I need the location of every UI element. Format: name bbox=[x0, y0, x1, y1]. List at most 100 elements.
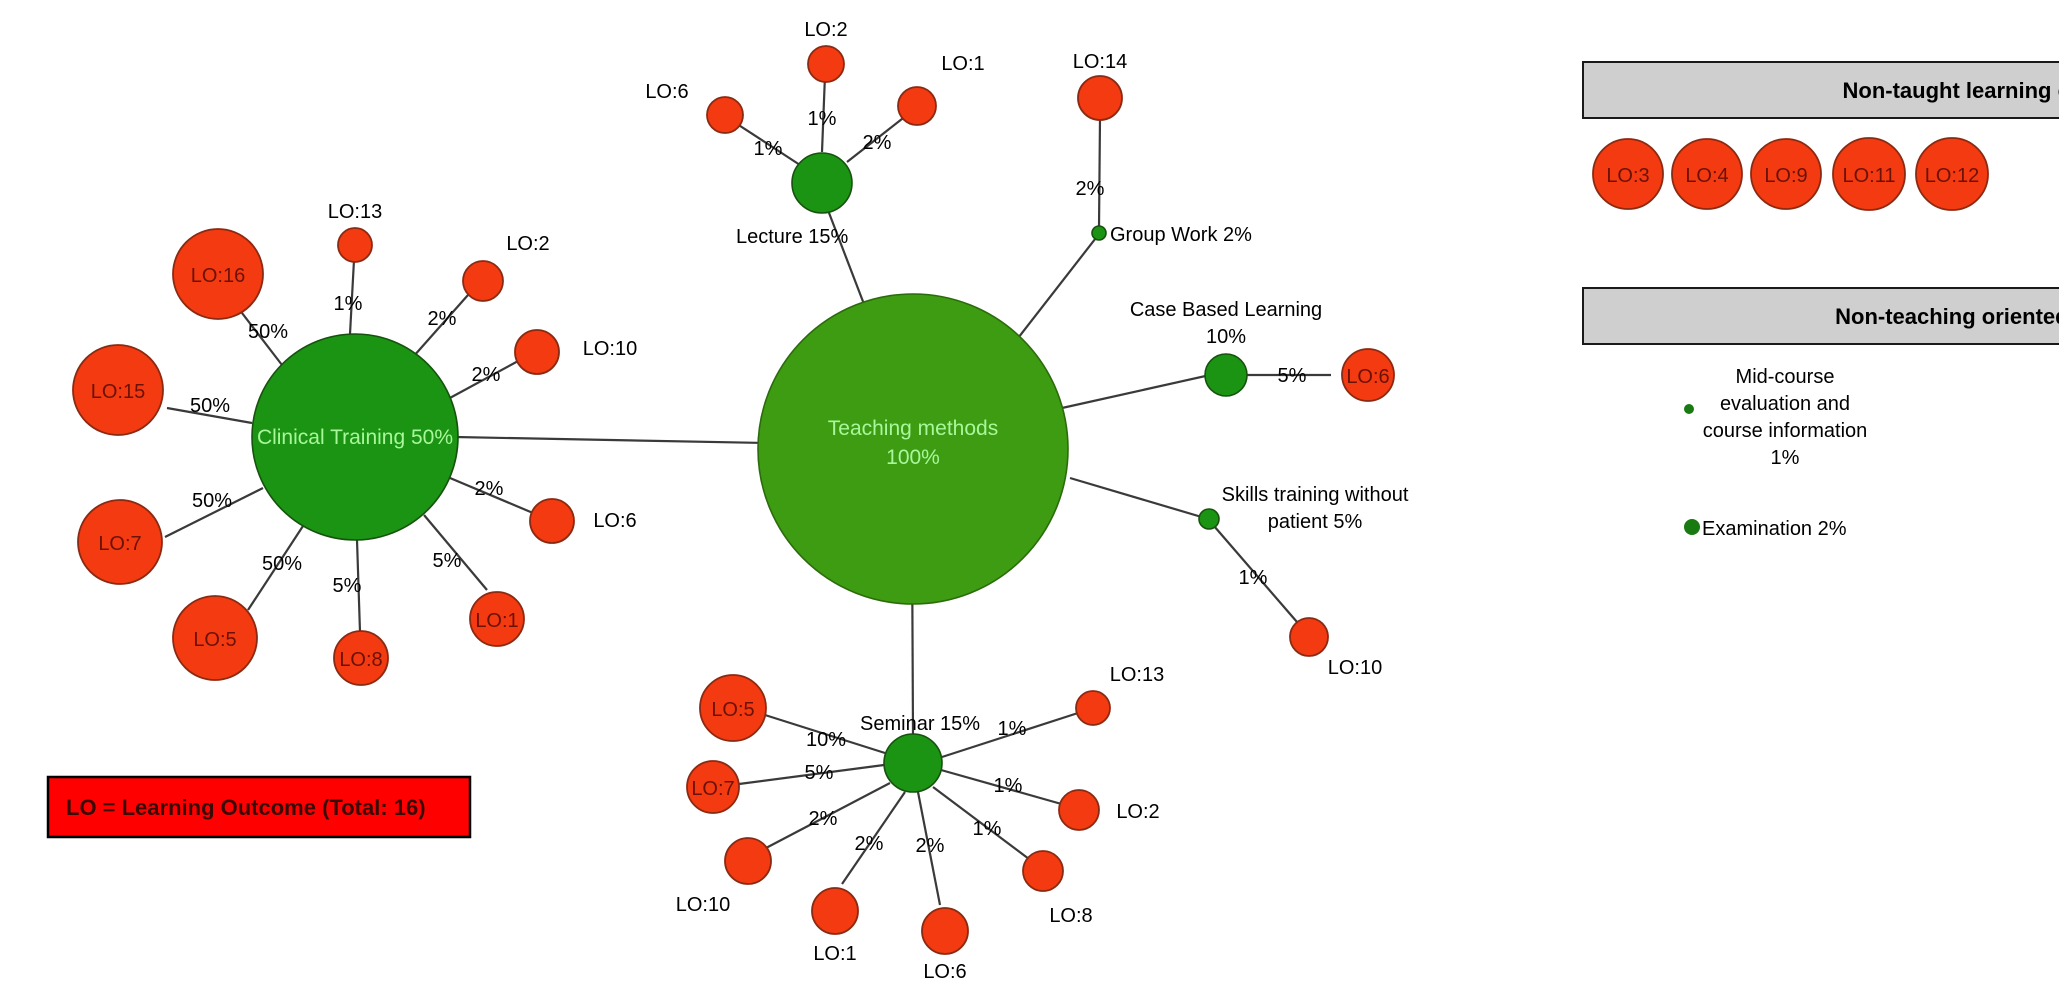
edge-seminar-lo13 bbox=[941, 711, 1079, 759]
label-lecture-lo2: LO:2 bbox=[804, 19, 847, 41]
node-lo-seminar-lo13[interactable] bbox=[1075, 690, 1111, 726]
bullet-examination-icon bbox=[1684, 519, 1700, 535]
label-groupwork-lo14: LO:14 bbox=[1073, 51, 1127, 73]
node-lo-clinical-lo7[interactable] bbox=[77, 499, 163, 585]
clinical-training-label: Clinical Training 50% bbox=[257, 426, 453, 449]
pct-clinical-lo2: 2% bbox=[428, 308, 457, 330]
node-lo-nontaught-lo11[interactable] bbox=[1832, 137, 1906, 211]
node-lo-seminar-lo8[interactable] bbox=[1022, 850, 1064, 892]
node-lo-seminar-lo5[interactable] bbox=[699, 674, 767, 742]
edge-seminar-lo1 bbox=[841, 791, 906, 885]
node-case-based-learning[interactable] bbox=[1204, 353, 1248, 397]
edge-clinical-lo10 bbox=[447, 359, 521, 400]
node-lo-groupwork-lo14[interactable] bbox=[1077, 75, 1123, 121]
label-clinical-lo15: LO:15 bbox=[91, 381, 145, 403]
edge-center-casebased bbox=[1061, 373, 1211, 410]
label-seminar-lo7: LO:7 bbox=[691, 778, 734, 800]
node-lo-clinical-lo10[interactable] bbox=[514, 329, 560, 375]
edge-clinical-lo13 bbox=[348, 259, 356, 335]
pct-seminar-lo1: 2% bbox=[855, 833, 884, 855]
label-casebased-lo6: LO:6 bbox=[1346, 366, 1389, 388]
node-lo-clinical-lo5[interactable] bbox=[172, 595, 258, 681]
pct-clinical-lo10: 2% bbox=[472, 364, 501, 386]
pct-seminar-lo6: 2% bbox=[916, 835, 945, 857]
node-lo-nontaught-lo3[interactable] bbox=[1592, 138, 1664, 210]
edge-clinical-lo5 bbox=[247, 525, 304, 611]
node-lo-nontaught-lo9[interactable] bbox=[1750, 138, 1822, 210]
label-skills-lo10: LO:10 bbox=[1328, 657, 1382, 679]
node-lo-nontaught-lo4[interactable] bbox=[1671, 138, 1743, 210]
pct-seminar-lo10: 2% bbox=[809, 808, 838, 830]
node-group-work[interactable] bbox=[1091, 225, 1107, 241]
label-nontaught-lo3: LO:3 bbox=[1606, 165, 1649, 187]
node-lo-lecture-lo2[interactable] bbox=[807, 45, 845, 83]
case-based-label-line2: 10% bbox=[1206, 326, 1246, 348]
node-lo-seminar-lo6[interactable] bbox=[921, 907, 969, 955]
node-lo-clinical-lo13[interactable] bbox=[337, 227, 373, 263]
label-clinical-lo5: LO:5 bbox=[193, 629, 236, 651]
node-lo-seminar-lo2[interactable] bbox=[1058, 789, 1100, 831]
node-lo-clinical-lo15[interactable] bbox=[72, 344, 164, 436]
panel-non-teaching: Non-teaching oriented activities Mid-cou… bbox=[1582, 287, 2059, 540]
panel-non-teaching-title: Non-teaching oriented activities bbox=[1835, 304, 2059, 329]
edge-seminar-lo2 bbox=[940, 768, 1066, 807]
node-lo-clinical-lo16[interactable] bbox=[172, 228, 264, 320]
teaching-methods-value: 100% bbox=[886, 446, 940, 469]
label-nontaught-lo9: LO:9 bbox=[1764, 165, 1807, 187]
pct-groupwork-lo14: 2% bbox=[1076, 178, 1105, 200]
pct-lecture-lo1: 2% bbox=[863, 132, 892, 154]
pct-seminar-lo2: 1% bbox=[994, 775, 1023, 797]
legend-lo-key: LO = Learning Outcome (Total: 16) bbox=[46, 775, 472, 839]
node-lo-lecture-lo1[interactable] bbox=[897, 86, 937, 126]
edge-lecture-lo2 bbox=[820, 74, 827, 153]
lecture-label: Lecture 15% bbox=[736, 226, 849, 248]
edge-clinical-lo7 bbox=[164, 487, 264, 538]
midcourse-line4: 1% bbox=[1771, 447, 1800, 469]
label-lecture-lo1: LO:1 bbox=[941, 53, 984, 75]
node-lo-clinical-lo6[interactable] bbox=[529, 498, 575, 544]
label-nontaught-lo4: LO:4 bbox=[1685, 165, 1728, 187]
node-lo-lecture-lo6[interactable] bbox=[706, 96, 744, 134]
pct-casebased-lo6: 5% bbox=[1278, 365, 1307, 387]
node-lo-seminar-lo10[interactable] bbox=[724, 837, 772, 885]
label-clinical-lo16: LO:16 bbox=[191, 265, 245, 287]
edge-seminar-lo5 bbox=[764, 713, 886, 755]
node-lo-seminar-lo7[interactable] bbox=[686, 760, 740, 814]
pct-clinical-lo1: 5% bbox=[433, 550, 462, 572]
label-lecture-lo6: LO:6 bbox=[645, 81, 688, 103]
skills-label-line1: Skills training without bbox=[1222, 484, 1409, 506]
pct-clinical-lo5: 50% bbox=[262, 553, 302, 575]
edge-center-clinical bbox=[454, 435, 766, 445]
pct-seminar-lo13: 1% bbox=[998, 718, 1027, 740]
node-lo-casebased-lo6[interactable] bbox=[1341, 348, 1395, 402]
legend-lo-key-text: LO = Learning Outcome (Total: 16) bbox=[66, 795, 426, 820]
examination-label: Examination 2% bbox=[1702, 518, 1847, 540]
edge-seminar-lo6 bbox=[916, 791, 942, 906]
pct-seminar-lo5: 10% bbox=[806, 729, 846, 751]
node-clinical-training[interactable]: Clinical Training 50% bbox=[251, 333, 459, 541]
edge-seminar-lo7 bbox=[738, 763, 885, 786]
node-lo-clinical-lo2[interactable] bbox=[462, 260, 504, 302]
node-lo-nontaught-lo12[interactable] bbox=[1915, 137, 1989, 211]
panel-non-taught: Non-taught learning outcomes LO:3 LO:4 L… bbox=[1582, 61, 2059, 211]
edge-clinical-lo2 bbox=[412, 294, 469, 358]
label-seminar-lo1: LO:1 bbox=[813, 943, 856, 965]
node-lo-clinical-lo8[interactable] bbox=[333, 630, 389, 686]
pct-seminar-lo7: 5% bbox=[805, 762, 834, 784]
node-lo-clinical-lo1[interactable] bbox=[469, 591, 525, 647]
node-lecture[interactable] bbox=[791, 152, 853, 214]
pct-clinical-lo8: 5% bbox=[333, 575, 362, 597]
midcourse-line2: evaluation and bbox=[1720, 393, 1850, 415]
node-seminar[interactable] bbox=[883, 733, 943, 793]
node-lo-seminar-lo1[interactable] bbox=[811, 887, 859, 935]
label-seminar-lo10: LO:10 bbox=[676, 894, 730, 916]
node-teaching-methods[interactable]: Teaching methods 100% bbox=[757, 293, 1069, 605]
node-skills-training[interactable] bbox=[1198, 508, 1220, 530]
label-seminar-lo5: LO:5 bbox=[711, 699, 754, 721]
node-lo-skills-lo10[interactable] bbox=[1289, 617, 1329, 657]
label-clinical-lo13: LO:13 bbox=[328, 201, 382, 223]
edge-skills-lo10 bbox=[1213, 525, 1298, 623]
edge-center-skills bbox=[1069, 476, 1206, 520]
label-nontaught-lo11: LO:11 bbox=[1843, 165, 1896, 187]
